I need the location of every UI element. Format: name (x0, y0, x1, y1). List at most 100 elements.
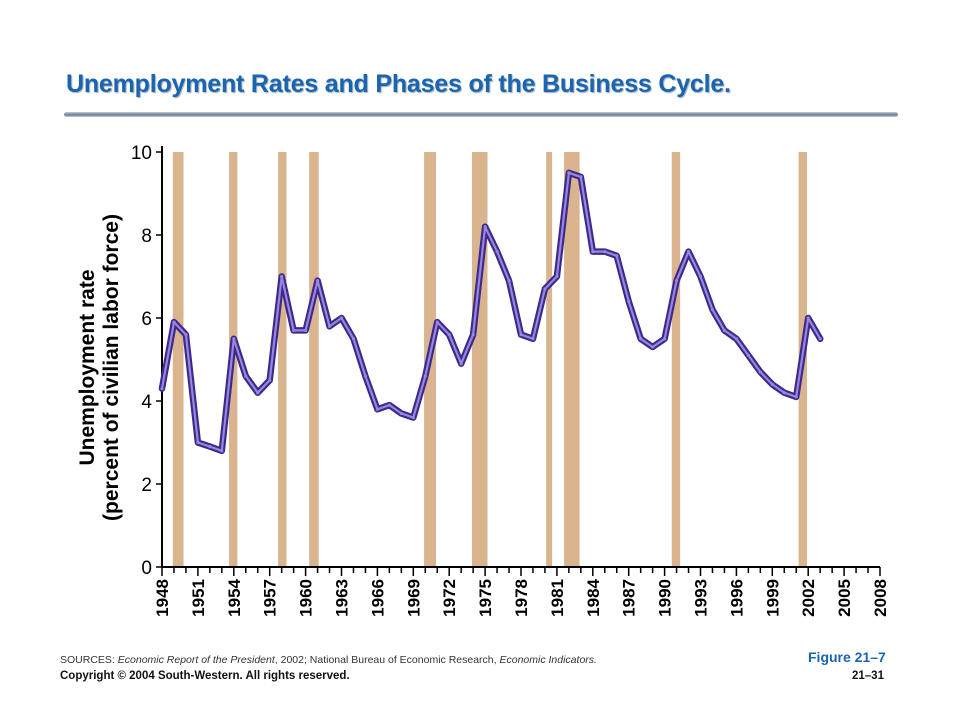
copyright-notice: Copyright © 2004 South-Western. All righ… (60, 670, 350, 682)
data-point (555, 274, 559, 279)
data-point (208, 445, 212, 449)
data-point (471, 333, 475, 337)
data-point (256, 391, 260, 395)
data-point (363, 374, 368, 378)
recession-band (172, 152, 184, 567)
data-point (663, 337, 667, 341)
data-point (196, 440, 200, 445)
data-point (782, 391, 786, 395)
source-1-suffix: , 2002; National Bureau of Economic Rese… (274, 654, 500, 666)
data-point (423, 374, 427, 378)
recession-band (564, 152, 580, 567)
data-point (459, 362, 463, 366)
data-point (304, 328, 308, 333)
y-tick-label: 4 (141, 392, 152, 413)
data-point (794, 395, 798, 399)
data-point (531, 337, 535, 341)
x-tick-label: 1969 (404, 579, 423, 617)
x-tick-label: 1948 (153, 579, 172, 617)
data-point (184, 333, 188, 337)
data-point (495, 250, 499, 254)
data-point (806, 316, 810, 320)
data-point (435, 320, 439, 324)
source-1: Economic Report of the President (117, 654, 275, 666)
data-point (758, 370, 762, 374)
x-tick-label: 2005 (835, 579, 854, 617)
y-tick-label: 2 (141, 475, 152, 496)
x-tick-label: 1975 (476, 579, 495, 617)
data-point (411, 416, 415, 420)
y-axis-label-sub: (percent of civilian labor force) (100, 214, 123, 521)
x-tick-label: 1957 (261, 579, 280, 617)
data-point (160, 386, 164, 391)
data-point (519, 333, 523, 337)
unemployment-line-chart: 0 2 4 6 8 10 1948 1951 1954 1957 1960 1963 1966 1969 1… (76, 143, 890, 617)
data-point (818, 337, 822, 341)
recession-band (546, 152, 553, 567)
unemployment-series (158, 169, 824, 455)
x-tick-label: 1963 (333, 579, 352, 617)
series-line (160, 171, 822, 452)
data-point (399, 411, 403, 416)
figure-label: Figure 21–7 (808, 649, 886, 665)
data-point (172, 320, 176, 324)
data-point (674, 279, 679, 283)
data-point (220, 449, 224, 453)
x-tick-label: 1954 (225, 578, 244, 616)
recession-band (471, 152, 488, 567)
x-tick-label: 1990 (656, 579, 675, 617)
data-point (603, 250, 607, 254)
x-tick-label: 1972 (440, 579, 459, 617)
x-tick-label: 1951 (189, 579, 208, 617)
data-point (746, 353, 750, 357)
x-tick-label: 1993 (692, 579, 711, 617)
x-tick-label: 2008 (871, 579, 890, 617)
y-tick-label: 0 (141, 558, 152, 579)
data-point (615, 254, 619, 258)
data-point (292, 328, 296, 333)
data-point (579, 175, 583, 179)
x-tick-label: 2002 (799, 579, 818, 617)
data-point (315, 279, 320, 283)
data-point (375, 407, 379, 411)
data-point (507, 279, 511, 283)
recession-band (278, 152, 287, 567)
data-point (483, 225, 487, 229)
source-2: Economic Indicators. (499, 654, 597, 666)
data-point (232, 337, 236, 341)
y-tick-label: 10 (131, 143, 152, 164)
data-point (447, 333, 451, 337)
data-point (722, 328, 727, 333)
x-tick-label: 1996 (727, 579, 746, 617)
data-point (710, 308, 715, 312)
data-point (651, 345, 655, 349)
data-point (280, 274, 284, 279)
page-number: 21–31 (852, 670, 884, 682)
chart-axes: 0 2 4 6 8 10 1948 1951 1954 1957 1960 1963 1966 1969 1… (131, 143, 890, 617)
recession-band (671, 152, 681, 567)
recession-band (309, 152, 319, 567)
x-tick-label: 1987 (620, 579, 639, 617)
data-point (351, 337, 356, 341)
data-point (268, 378, 272, 382)
y-tick-label: 8 (141, 226, 152, 247)
x-tick-label: 1966 (368, 579, 387, 617)
data-point (327, 324, 332, 328)
y-axis-label: Unemployment rate (76, 269, 99, 465)
data-point (627, 299, 631, 303)
data-point (591, 250, 595, 254)
x-tick-label: 1984 (584, 578, 603, 616)
x-tick-label: 1960 (297, 579, 316, 617)
recession-bands (172, 152, 808, 567)
title-divider (64, 112, 898, 117)
data-point (734, 337, 739, 341)
data-point (339, 316, 344, 320)
y-tick-label: 6 (141, 309, 152, 330)
sources-label: SOURCES: (60, 654, 115, 666)
data-point (639, 337, 643, 341)
x-tick-label: 1981 (548, 579, 567, 617)
data-point (686, 250, 691, 254)
slide-title: Unemployment Rates and Phases of the Bus… (66, 70, 731, 98)
data-point (387, 403, 391, 407)
x-tick-label: 1978 (512, 579, 531, 617)
